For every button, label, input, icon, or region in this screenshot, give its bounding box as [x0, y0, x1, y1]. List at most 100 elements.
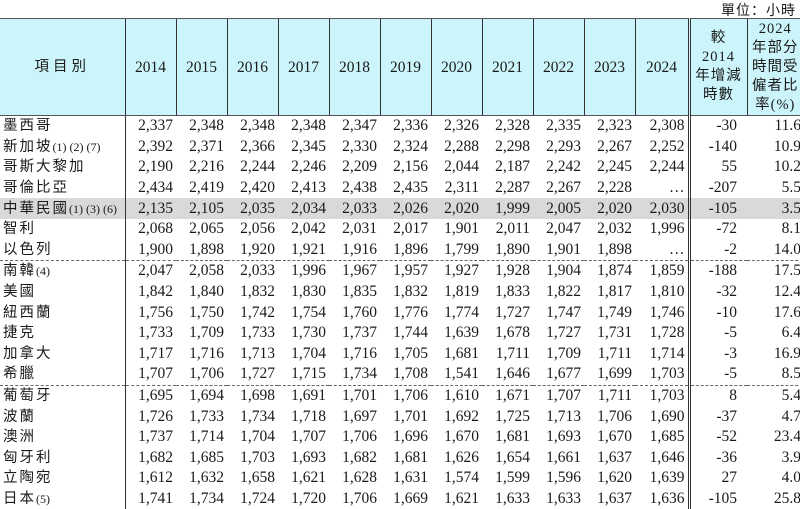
- hours-cell: 1,810: [649, 283, 685, 301]
- row-label: 以色列: [0, 239, 126, 262]
- row-label: 日本(5): [0, 488, 126, 509]
- hours-cell: 1,639: [649, 469, 685, 487]
- hours-cell: 1,610: [444, 387, 479, 405]
- hours-cell: 2,335: [546, 117, 581, 135]
- hours-cell: 1,754: [291, 303, 326, 321]
- header-year: 2022: [532, 18, 584, 116]
- change-cell: -5: [687, 364, 747, 386]
- part-time-cell: 17.6: [773, 303, 800, 321]
- change-cell: -2: [687, 239, 747, 262]
- part-time-cell: 10.9: [773, 137, 800, 155]
- hours-cell: 1,741: [138, 489, 173, 507]
- hours-cell: 2,287: [495, 179, 530, 197]
- table-row: 墨西哥 2,337 2,348 2,348 2,348 2,347 2,336 2,326 2,…: [0, 115, 800, 137]
- row-label: 哥倫比亞: [0, 177, 126, 199]
- country-name: 加拿大: [3, 345, 53, 362]
- row-label: 墨西哥: [0, 115, 126, 137]
- table-row: 哥倫比亞 2,434 2,419 2,420 2,413 2,438 2,435 2,311 2…: [0, 177, 800, 199]
- hours-cell: 2,326: [444, 117, 479, 135]
- hours-cell: 1,681: [444, 344, 479, 362]
- table-body: 墨西哥 2,337 2,348 2,348 2,348 2,347 2,336 2,326 2,…: [0, 115, 800, 509]
- hours-cell: 2,058: [189, 262, 224, 280]
- country-name: 日本: [3, 490, 36, 507]
- change-cell: -188: [687, 260, 747, 282]
- row-label: 南韓(4): [0, 260, 126, 282]
- header-year: 2020: [430, 18, 482, 116]
- hours-cell: 1,637: [597, 489, 632, 507]
- hours-cell: 2,366: [240, 137, 275, 155]
- hours-cell: 1,717: [138, 344, 173, 362]
- change-cell: -5: [687, 322, 747, 344]
- row-label: 智利: [0, 218, 126, 240]
- hours-cell: 1,928: [495, 262, 530, 280]
- hours-cell: 1,685: [649, 428, 685, 446]
- hours-cell: 1,720: [291, 489, 326, 507]
- change-cell: -36: [687, 447, 747, 469]
- hours-cell: 2,190: [138, 158, 173, 176]
- hours-cell: 1,599: [495, 469, 530, 487]
- hours-cell: 1,661: [546, 448, 581, 466]
- unit-label: 單位：小時: [721, 4, 796, 19]
- row-label: 波蘭: [0, 406, 126, 427]
- hours-cell: 1,859: [649, 262, 685, 280]
- hours-cell: 2,216: [189, 158, 224, 176]
- hours-cell: 1,697: [342, 407, 377, 425]
- hours-cell: 1,706: [342, 428, 377, 446]
- row-label: 立陶宛: [0, 468, 126, 489]
- country-name: 美國: [3, 284, 36, 301]
- hours-cell: 1,716: [342, 344, 377, 362]
- hours-cell: 2,056: [240, 220, 275, 238]
- header-year: 2016: [226, 18, 278, 116]
- hours-cell: 1,707: [291, 428, 326, 446]
- part-time-cell: 8.5: [747, 364, 800, 386]
- hours-cell: 1,706: [393, 387, 428, 405]
- change-cell: 55: [687, 157, 747, 178]
- part-time-cell: 5.5: [781, 179, 800, 197]
- hours-cell: 2,242: [546, 158, 581, 176]
- hours-cell: 1,727: [546, 324, 581, 342]
- country-name: 哥倫比亞: [3, 180, 69, 197]
- hours-cell: 2,288: [444, 137, 479, 155]
- hours-cell: 1,747: [546, 303, 581, 321]
- hours-cell: 1,730: [291, 324, 326, 342]
- hours-cell: 1,677: [533, 364, 584, 386]
- part-time-cell: 12.4: [773, 283, 800, 301]
- hours-cell: 1,742: [240, 303, 275, 321]
- hours-cell: 1,709: [189, 324, 224, 342]
- hours-cell: 1,744: [393, 324, 428, 342]
- row-label: 希臘: [0, 364, 126, 386]
- hours-cell: 1,737: [342, 324, 377, 342]
- hours-cell: 1,996: [649, 220, 685, 238]
- hours-cell: 1,750: [189, 303, 224, 321]
- country-name: 澳洲: [3, 429, 36, 446]
- footnote-ref: (1) (3) (6): [69, 201, 117, 216]
- header-part-time: 2024 年部分時間受僱者比率(%): [746, 18, 800, 116]
- part-time-cell: 3.9: [781, 448, 800, 466]
- hours-cell: 1,621: [291, 469, 326, 487]
- change-cell: -105: [687, 488, 747, 509]
- table-row: 中華民國(1) (3) (6) 2,135 2,105 2,035 2,034 2,033…: [0, 198, 800, 219]
- table-row: 紐西蘭 1,756 1,750 1,742 1,754 1,760 1,776 1,774 1,…: [0, 302, 800, 323]
- hours-cell: 1,696: [393, 428, 428, 446]
- hours-cell: 2,026: [380, 198, 431, 219]
- hours-cell: 1,901: [444, 220, 479, 238]
- hours-cell: 1,678: [495, 324, 530, 342]
- header-year: 2014: [124, 18, 176, 116]
- hours-cell: 2,030: [635, 198, 689, 219]
- hours-cell: 1,734: [329, 364, 380, 386]
- hours-cell: 2,032: [597, 220, 632, 238]
- table-row: 日本(5) 1,741 1,734 1,724 1,720 1,706 1,669 1,621…: [0, 488, 800, 509]
- part-time-cell: 3.5: [747, 198, 800, 219]
- hours-cell: 2,392: [138, 137, 173, 155]
- hours-cell: 2,031: [342, 220, 377, 238]
- hours-cell: 1,704: [291, 344, 326, 362]
- hours-cell: 2,330: [342, 137, 377, 155]
- hours-cell: 2,298: [495, 137, 530, 155]
- hours-cell: 1,633: [546, 489, 581, 507]
- hours-cell: 2,244: [240, 158, 275, 176]
- hours-cell: …: [635, 239, 689, 262]
- hours-cell: 2,419: [189, 179, 224, 197]
- hours-cell: 1,626: [444, 448, 479, 466]
- hours-cell: 2,348: [189, 117, 224, 135]
- header-year: 2017: [277, 18, 329, 116]
